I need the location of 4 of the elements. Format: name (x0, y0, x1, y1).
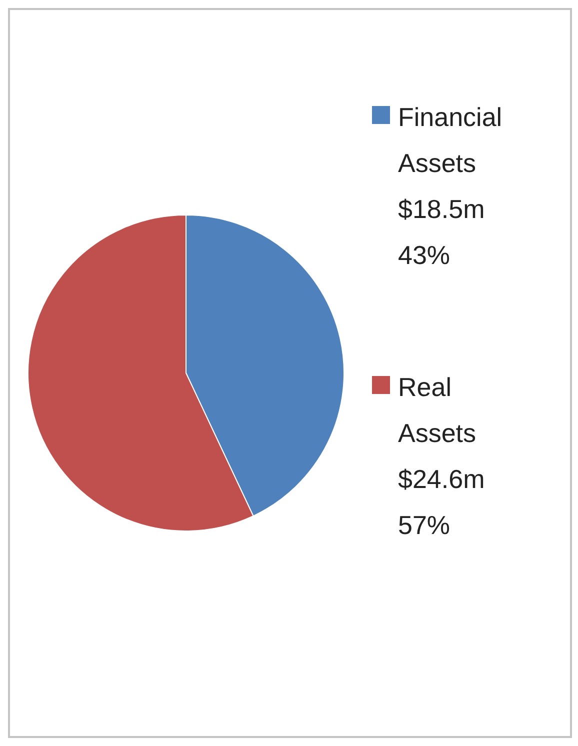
legend-label: Financial Assets $18.5m (398, 101, 502, 226)
data-label: 57% (398, 509, 452, 542)
legend-label: Real Assets $24.6m (398, 371, 485, 496)
data-label: 43% (398, 239, 452, 272)
